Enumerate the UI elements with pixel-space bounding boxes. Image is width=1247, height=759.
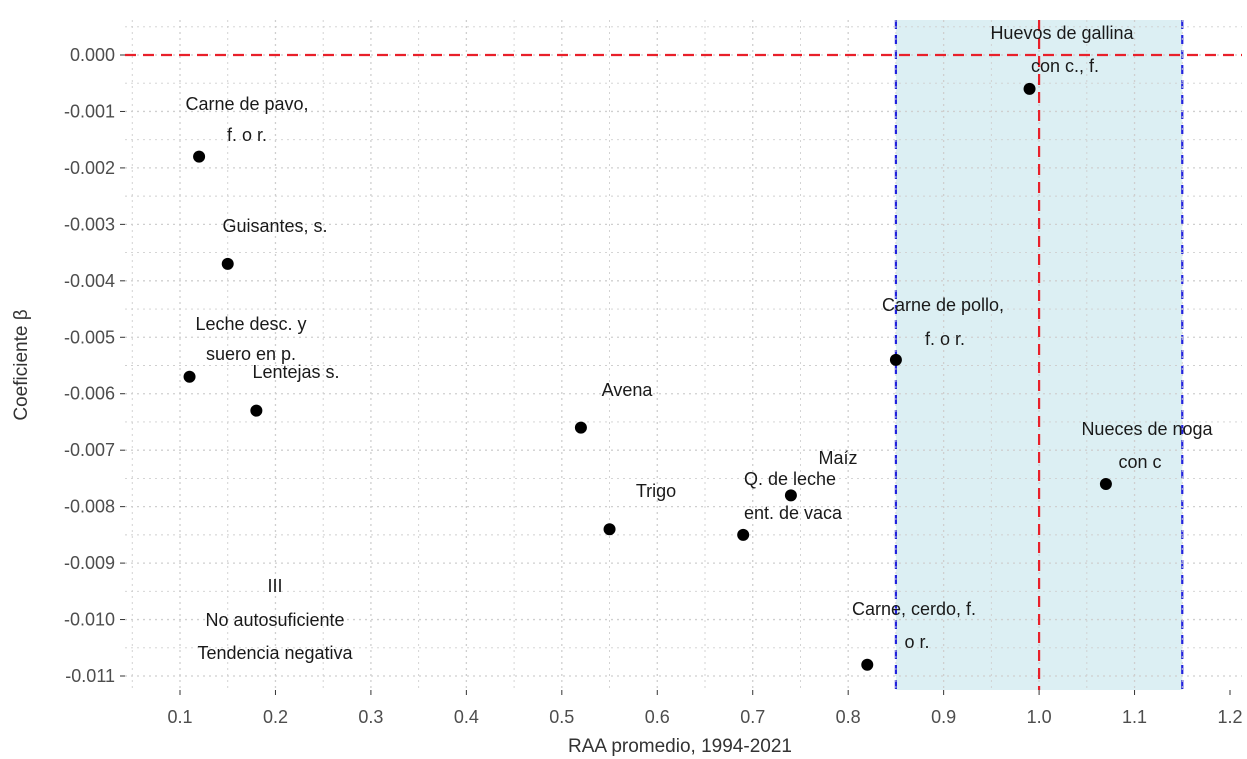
x-tick-label: 1.0 <box>1027 707 1052 727</box>
y-tick-label: -0.010 <box>64 610 115 630</box>
data-point <box>193 150 206 163</box>
x-tick-label: 1.2 <box>1217 707 1242 727</box>
y-tick-label: -0.007 <box>64 440 115 460</box>
point-label: Trigo <box>636 481 676 501</box>
point-label: o r. <box>904 632 929 652</box>
data-point <box>603 523 616 536</box>
point-label: Avena <box>602 380 654 400</box>
annotation-line: III <box>267 576 282 596</box>
point-label: Carne de pavo, <box>185 94 308 114</box>
data-point <box>250 404 263 417</box>
point-label: Huevos de gallina <box>990 23 1134 43</box>
point-label: Carne, cerdo, f. <box>852 599 976 619</box>
y-tick-label: 0.000 <box>70 45 115 65</box>
y-tick-label: -0.006 <box>64 384 115 404</box>
x-tick-label: 0.8 <box>836 707 861 727</box>
x-tick-label: 0.2 <box>263 707 288 727</box>
point-label: Leche desc. y <box>195 314 306 334</box>
point-label: Carne de pollo, <box>882 295 1004 315</box>
point-label: con c <box>1118 452 1161 472</box>
y-tick-label: -0.009 <box>64 553 115 573</box>
y-tick-label: -0.005 <box>64 327 115 347</box>
y-tick-label: -0.001 <box>64 101 115 121</box>
y-tick-label: -0.003 <box>64 214 115 234</box>
point-labels-layer: Carne de pavo, f. o r. Guisantes, s. Leche … <box>185 23 1213 652</box>
x-tick-label: 0.3 <box>358 707 383 727</box>
tick-labels-layer: 0.1 0.2 0.3 0.4 0.5 0.6 0.7 0.8 0.9 1.0 1.1 1.2 0.00… <box>64 45 1243 727</box>
point-label: Maíz <box>818 448 857 468</box>
data-point <box>889 353 902 366</box>
point-label: Nueces de noga <box>1081 419 1213 439</box>
quadrant-annotation: III No autosuficiente Tendencia negativa <box>197 576 353 663</box>
x-tick-label: 0.6 <box>645 707 670 727</box>
reference-lines-layer <box>125 20 1242 690</box>
data-point <box>574 421 587 434</box>
x-tick-label: 0.5 <box>549 707 574 727</box>
y-axis-title: Coeficiente β <box>11 309 32 420</box>
annotation-line: No autosuficiente <box>205 610 344 630</box>
x-tick-label: 1.1 <box>1122 707 1147 727</box>
x-tick-label: 0.1 <box>167 707 192 727</box>
point-label: Guisantes, s. <box>222 216 327 236</box>
data-point <box>183 370 196 383</box>
point-label: Lentejas s. <box>252 362 339 382</box>
data-point <box>221 257 234 270</box>
x-axis-title: RAA promedio, 1994-2021 <box>568 736 792 757</box>
point-label: Q. de leche <box>744 469 836 489</box>
x-tick-label: 0.7 <box>740 707 765 727</box>
x-tick-label: 0.9 <box>931 707 956 727</box>
point-label: ent. de vaca <box>744 503 843 523</box>
x-tick-label: 0.4 <box>454 707 479 727</box>
point-label: con c., f. <box>1031 56 1099 76</box>
point-label: f. o r. <box>925 329 965 349</box>
point-label: f. o r. <box>227 125 267 145</box>
point-label: suero en p. <box>206 344 296 364</box>
y-tick-label: -0.002 <box>64 158 115 178</box>
data-point <box>1099 478 1112 491</box>
y-tick-label: -0.004 <box>64 271 115 291</box>
data-point <box>861 658 874 671</box>
data-point <box>1023 82 1036 95</box>
y-tick-label: -0.011 <box>65 666 115 686</box>
data-point <box>784 489 797 502</box>
points-layer <box>183 82 1112 671</box>
annotation-line: Tendencia negativa <box>197 643 353 663</box>
y-tick-label: -0.008 <box>64 497 115 517</box>
data-point <box>737 528 750 541</box>
